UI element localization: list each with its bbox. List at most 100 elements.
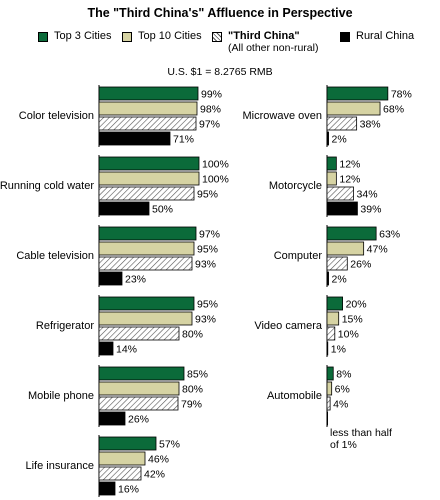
bar-rural [326,271,329,286]
bar-group-refrigerator: Refrigerator 95% 93% 80% 14% [36,295,218,357]
category-label: Mobile phone [28,390,94,402]
annotation-note: of 1% [330,439,357,451]
category-label: Running cold water [0,180,94,192]
bar-group-computer: Computer 63% 47% 26%2% [274,225,400,287]
bar-rural [98,271,123,286]
value-label: 100% [202,174,229,186]
bar-top3 [98,366,185,381]
bar-third [98,186,195,201]
bar-top10 [326,241,365,256]
value-label: 78% [391,89,412,101]
value-label: 97% [199,119,220,131]
bar-top10 [326,101,381,116]
value-label: 93% [195,314,216,326]
bar-third [98,116,197,131]
bar-top3 [326,226,377,241]
value-label: 26% [128,414,149,426]
bar-top10 [98,241,195,256]
exchange-rate-note: U.S. $1 = 8.2765 RMB [167,66,273,78]
bar-rural [326,131,329,146]
category-label: Computer [274,250,323,262]
legend-label-top3: Top 3 Cities [54,30,112,42]
bar-top3 [326,366,334,381]
category-label: Automobile [267,390,322,402]
bar-group-video-camera: Video camera 20% 15% 10% 1% [254,295,367,357]
bar-group-mobile-phone: Mobile phone 85% 80% 79% 26% [28,365,208,427]
legend-label-top10: Top 10 Cities [138,30,202,42]
bar-third [326,396,331,411]
legend-swatch-third-china [212,32,222,42]
bar-third [326,326,336,341]
bar-group-microwave-oven: Microwave oven 78% 68%38% 2% [243,85,412,147]
bar-top3 [98,156,200,171]
bar-group-life-insurance: Life insurance 57% 46% 42% 16% [26,435,180,497]
bar-top3 [98,86,199,101]
bar-rural [98,201,150,216]
value-label: 95% [197,244,218,256]
value-label: 93% [195,259,216,271]
value-label: 68% [383,104,404,116]
value-label: 34% [357,189,378,201]
legend-swatch-rural [340,32,350,42]
value-label: 4% [333,399,348,411]
bar-top3 [326,86,389,101]
bar-group-color-television: Color television 99% 98% 97% 71% [19,85,222,147]
category-label: Motorcycle [269,180,322,192]
category-label: Cable television [16,250,94,262]
value-label: 26% [350,259,371,271]
value-label: 46% [148,454,169,466]
legend-label-rural: Rural China [356,30,415,42]
value-label: 47% [367,244,388,256]
bar-top10 [326,311,340,326]
value-label: 71% [173,134,194,146]
value-label: 14% [116,344,137,356]
value-label: 97% [199,229,220,241]
value-label: 99% [201,89,222,101]
bar-top10 [98,171,200,186]
bar-rural [98,341,114,356]
bar-group-motorcycle: Motorcycle 12% 12% 34% 39% [269,155,381,217]
bar-top3 [98,436,157,451]
bar-third [326,256,348,271]
category-label: Color television [19,110,94,122]
bar-third [98,326,180,341]
value-label: 8% [336,369,351,381]
value-label: 57% [159,439,180,451]
bar-third [326,186,354,201]
bar-third [98,396,179,411]
legend: Top 3 Cities Top 10 Cities "Third China"… [0,30,440,60]
bar-third [98,466,142,481]
category-label: Refrigerator [36,320,94,332]
bar-rural [326,201,358,216]
value-label: 79% [181,399,202,411]
value-label: 1% [331,344,346,356]
bar-top10 [326,381,333,396]
bar-group-cable-television: Cable television 97% 95% 93% 23% [16,225,220,287]
bar-rural [326,341,329,356]
category-label: Microwave oven [243,110,322,122]
value-label: 20% [346,299,367,311]
bar-rural [98,481,116,496]
legend-swatch-top10 [122,32,132,42]
legend-label-third-china: "Third China" [228,30,300,42]
chart-title: The "Third China's" Affluence in Perspec… [87,6,353,20]
category-label: Life insurance [26,460,95,472]
value-label: 80% [182,329,203,341]
value-label: 95% [197,299,218,311]
bar-top10 [98,451,146,466]
bar-third [326,116,358,131]
value-label: 80% [182,384,203,396]
value-label: 100% [202,159,229,171]
value-label: 38% [360,119,381,131]
value-label: 63% [379,229,400,241]
bar-top3 [98,296,195,311]
legend-swatch-top3 [38,32,48,42]
category-label: Video camera [254,320,323,332]
value-label: 12% [339,174,360,186]
bar-rural [98,411,126,426]
bar-top3 [326,296,344,311]
legend-sublabel-third-china: (All other non-rural) [228,42,319,54]
bar-rural [326,411,329,426]
